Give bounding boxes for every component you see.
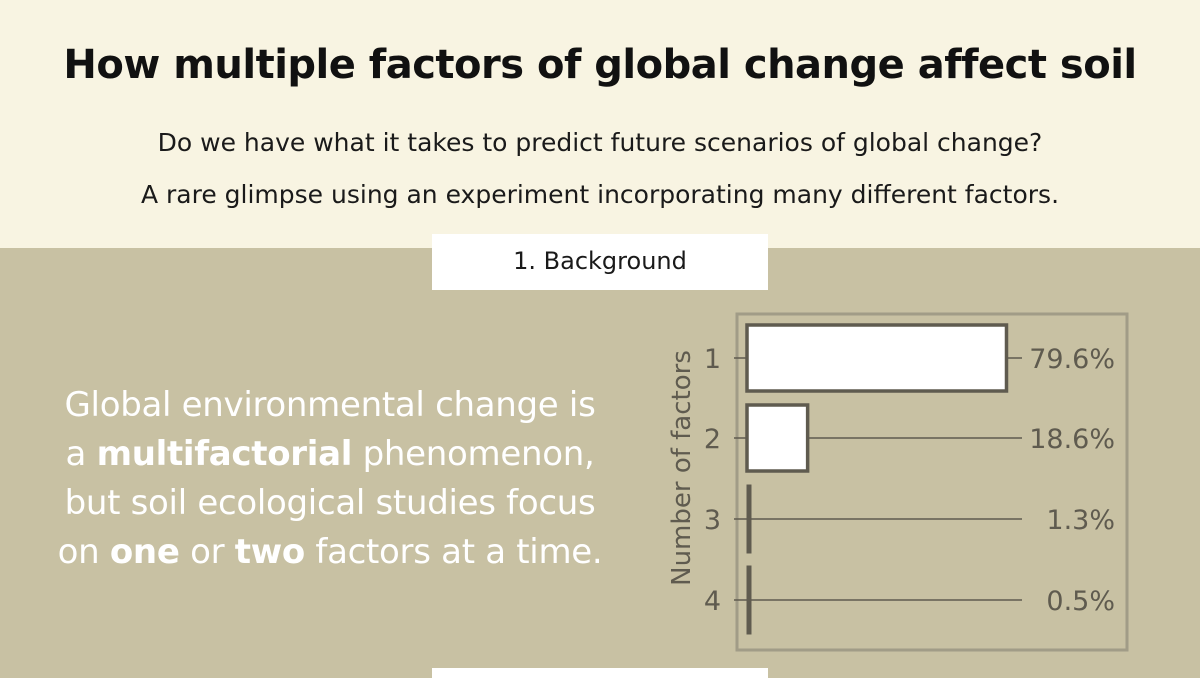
bar-3	[746, 484, 752, 554]
category-label: 2	[704, 424, 721, 455]
background-text-line-1: Global environmental change is	[64, 385, 596, 425]
background-text-line-2: a multifactorial phenomenon,	[40, 430, 620, 479]
background-text-line-3: but soil ecological studies focus	[64, 483, 596, 523]
value-label: 18.6%	[1029, 424, 1115, 455]
value-label: 0.5%	[1046, 586, 1115, 617]
subtitle-line-1: Do we have what it takes to predict futu…	[157, 128, 1043, 157]
value-label: 79.6%	[1029, 344, 1115, 375]
two-emphasis: two	[234, 532, 305, 572]
line4-mid: or	[179, 532, 235, 572]
bar-2	[745, 403, 810, 473]
bar-1	[745, 323, 1009, 393]
page-title: How multiple factors of global change af…	[63, 42, 1137, 88]
line4-suffix: factors at a time.	[304, 532, 603, 572]
bar-4	[746, 565, 752, 635]
value-label: 1.3%	[1046, 505, 1115, 536]
multifactorial-emphasis: multifactorial	[96, 434, 353, 474]
one-emphasis: one	[109, 532, 180, 572]
category-label: 1	[704, 344, 721, 375]
y-axis-label: Number of factors	[667, 350, 697, 586]
header-panel: How multiple factors of global change af…	[0, 0, 1200, 248]
line2-prefix: a	[65, 434, 97, 474]
background-text-line-4: on one or two factors at a time.	[40, 528, 620, 577]
subtitle-line-2: A rare glimpse using an experiment incor…	[140, 180, 1060, 209]
line4-prefix: on	[57, 532, 110, 572]
category-label: 4	[704, 586, 721, 617]
category-label: 3	[704, 505, 721, 536]
chart-frame	[735, 312, 1129, 652]
section-label: 1. Background	[432, 234, 768, 290]
line2-suffix: phenomenon,	[352, 434, 595, 474]
background-text: Global environmental change is a multifa…	[40, 381, 620, 577]
next-section-tab	[432, 668, 768, 678]
